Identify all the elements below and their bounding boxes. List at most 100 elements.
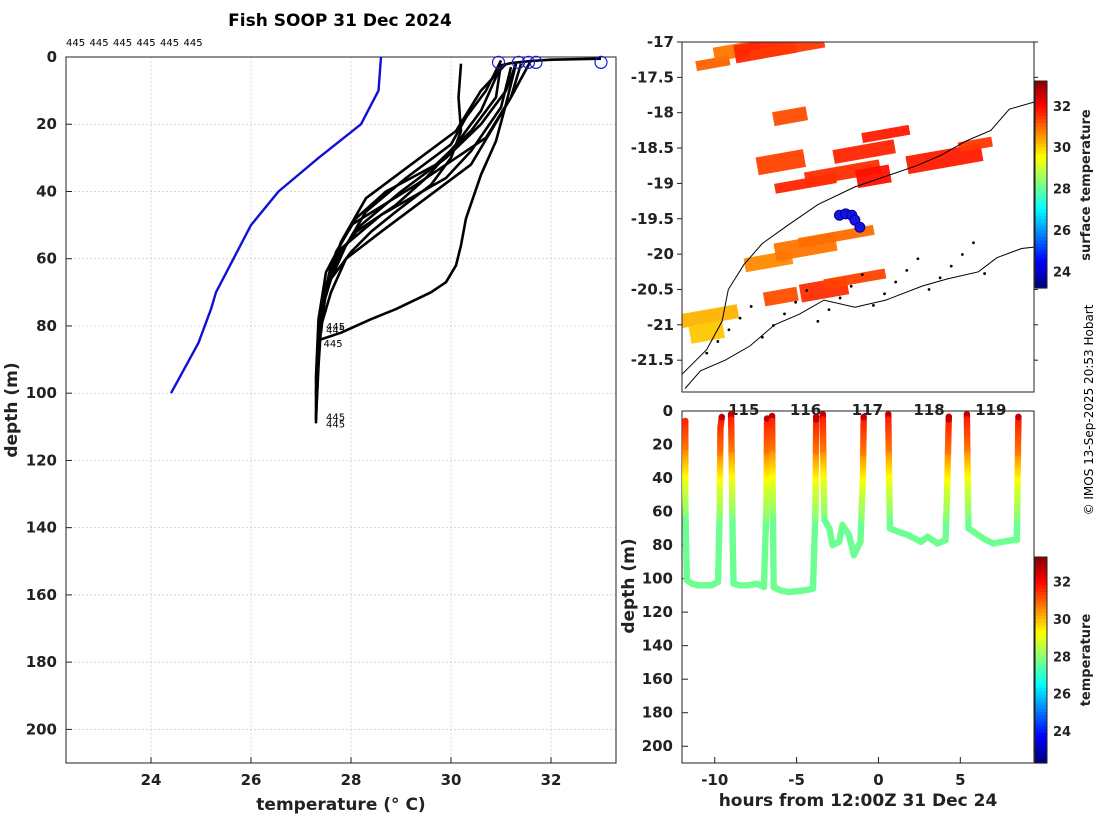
- left-series-reference: [169, 56, 383, 394]
- colorbar-segment: [1035, 170, 1047, 175]
- left-ytick-label: 100: [26, 384, 57, 402]
- colorbar2-segment: [1035, 714, 1047, 719]
- surface-marker: [594, 55, 608, 69]
- colorbar-segment: [1035, 87, 1047, 92]
- track-point: [854, 221, 866, 233]
- chart-title: Fish SOOP 31 Dec 2024: [228, 11, 452, 31]
- colorbar-segment: [1035, 277, 1047, 282]
- colorbar-segment: [1035, 160, 1047, 165]
- colorbar-segment: [1035, 256, 1047, 261]
- colorbar-segment: [1035, 284, 1047, 289]
- left-xtick-label: 26: [241, 771, 262, 789]
- colorbar2-segment: [1035, 752, 1047, 757]
- sst-patch: [772, 106, 809, 127]
- map-ytick-label: -18.5: [631, 139, 674, 157]
- colorbar-segment: [1035, 132, 1047, 137]
- trace-bottom-trace-4: [819, 411, 867, 559]
- colorbar2-segment: [1035, 581, 1047, 586]
- credit-text: © IMOS 13-Sep-2025 20:53 Hobart: [1082, 304, 1096, 515]
- colorbar2-segment: [1035, 701, 1047, 706]
- colorbar2-tick-label: 28: [1053, 650, 1071, 665]
- sst-map-chart: -17 -17.5 -18 -18.5 -19 -19.5 -20 -20.5 -21 -21.5…: [631, 33, 1094, 419]
- right-ytick-label: 20: [652, 436, 673, 454]
- left-bottom-label: 445: [326, 413, 345, 424]
- island-dot: [894, 280, 898, 284]
- left-series-profile-9: [319, 63, 463, 307]
- trace-dot: [812, 413, 820, 421]
- colorbar2-segment: [1035, 708, 1047, 713]
- colorbar2-segment: [1035, 557, 1047, 562]
- colorbar-segment: [1035, 150, 1047, 155]
- colorbar-segment: [1035, 260, 1047, 265]
- colorbar-segment: [1035, 101, 1047, 106]
- colorbar-segment: [1035, 146, 1047, 151]
- sst-patch: [823, 268, 887, 290]
- colorbar-segment: [1035, 125, 1047, 130]
- island-dot: [916, 257, 920, 261]
- left-series-profile-8: [320, 63, 518, 341]
- right-ytick-label: 180: [642, 704, 673, 722]
- colorbar2-segment: [1035, 646, 1047, 651]
- map-ytick-label: -19: [647, 174, 674, 192]
- colorbar-segment: [1035, 112, 1047, 117]
- colorbar2-segment: [1035, 690, 1047, 695]
- island-dot: [760, 335, 764, 339]
- colorbar-segment: [1035, 270, 1047, 275]
- sst-patch: [861, 124, 911, 144]
- colorbar-segment: [1035, 191, 1047, 196]
- colorbar-segment: [1035, 222, 1047, 227]
- island-dot: [783, 312, 786, 316]
- map-xtick-label: 118: [913, 401, 944, 419]
- colorbar2-segment: [1035, 742, 1047, 747]
- colorbar2-segment: [1035, 639, 1047, 644]
- left-ylabel: depth (m): [2, 362, 22, 457]
- left-xtick-label: 32: [541, 771, 562, 789]
- colorbar-box: [1034, 80, 1048, 289]
- left-ytick-label: 20: [36, 115, 57, 133]
- colorbar2-segment: [1035, 649, 1047, 654]
- colorbar-segment: [1035, 98, 1047, 103]
- colorbar2-segment: [1035, 749, 1047, 754]
- colorbar-segment: [1035, 219, 1047, 224]
- left-ytick-label: 120: [26, 451, 57, 469]
- colorbar2-segment: [1035, 718, 1047, 723]
- left-xtick-label: 28: [341, 771, 362, 789]
- colorbar2-segment: [1035, 622, 1047, 627]
- colorbar-segment: [1035, 187, 1047, 192]
- right-xtick-label: -10: [701, 771, 728, 789]
- colorbar-segment: [1035, 243, 1047, 248]
- depth-time-chart: depth (m) hours from 12:00Z 31 Dec 24 -1…: [619, 402, 1094, 811]
- colorbar2-segment: [1035, 587, 1047, 592]
- trace-dot: [1015, 413, 1022, 421]
- colorbar-segment: [1035, 181, 1047, 186]
- left-ytick-label: 60: [36, 250, 57, 268]
- left-top-label: 445: [66, 38, 85, 49]
- colorbar-segment: [1035, 194, 1047, 199]
- island-dot: [838, 296, 842, 300]
- island-dot: [938, 276, 942, 280]
- left-bottom-label: 445: [326, 325, 345, 336]
- right-ytick-label: 80: [652, 536, 673, 554]
- left-ytick-label: 80: [36, 317, 57, 335]
- colorbar2-segment: [1035, 694, 1047, 699]
- colorbar-segment: [1035, 229, 1047, 234]
- colorbar2-segment: [1035, 570, 1047, 575]
- trace-dot: [763, 415, 771, 422]
- map-xtick-label: 117: [852, 401, 883, 419]
- colorbar2-segment: [1035, 697, 1047, 702]
- colorbar2-segment: [1035, 598, 1047, 603]
- island-dot: [949, 264, 953, 268]
- colorbar2-tick-label: 32: [1053, 575, 1071, 590]
- colorbar2-segment: [1035, 574, 1047, 579]
- colorbar2-segment: [1035, 732, 1047, 737]
- trace-dot: [860, 413, 867, 421]
- right-xlabel: hours from 12:00Z 31 Dec 24: [719, 791, 998, 811]
- colorbar-segment: [1035, 108, 1047, 113]
- colorbar-segment: [1035, 267, 1047, 272]
- colorbar2-segment: [1035, 591, 1047, 596]
- colorbar-tick-label: 26: [1053, 224, 1071, 239]
- island-dot: [738, 316, 742, 320]
- colorbar2-segment: [1035, 625, 1047, 630]
- map-xtick-label: 119: [975, 401, 1006, 419]
- left-bottom-label: 445: [326, 322, 345, 333]
